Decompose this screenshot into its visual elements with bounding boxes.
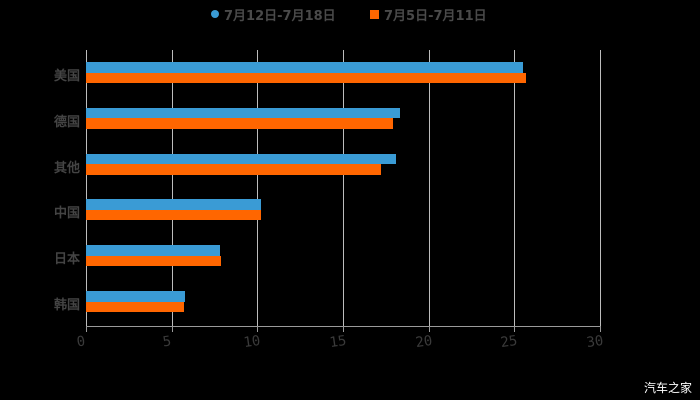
- bar-week1[interactable]: [86, 255, 222, 267]
- y-category-label: 其他: [53, 160, 80, 176]
- square-marker-icon: [370, 9, 379, 19]
- watermark: 汽车之家: [643, 381, 692, 395]
- gridline: [600, 50, 601, 326]
- x-tick: [171, 326, 173, 332]
- bar-week1[interactable]: [86, 72, 527, 83]
- y-category-label: 中国: [53, 206, 80, 222]
- circle-marker-icon: [211, 10, 219, 18]
- bar-week1[interactable]: [86, 301, 184, 312]
- bar-week2[interactable]: [86, 245, 220, 256]
- bar-week2[interactable]: [86, 153, 397, 165]
- gridline: [343, 50, 344, 326]
- bar-week2[interactable]: [86, 291, 186, 302]
- legend-label: 7月5日-7月11日: [384, 8, 487, 24]
- x-tick: [514, 326, 516, 332]
- x-tick: [257, 326, 259, 332]
- gridline: [428, 50, 430, 326]
- gridline: [86, 50, 87, 326]
- x-tick-label: 20: [414, 332, 434, 352]
- gridline: [171, 50, 173, 326]
- x-tick: [428, 326, 430, 332]
- y-category-label: 日本: [53, 252, 80, 268]
- bar-week1[interactable]: [86, 209, 261, 221]
- x-tick: [343, 326, 344, 332]
- x-tick-label: 0: [75, 333, 87, 351]
- bar-week1[interactable]: [86, 118, 393, 129]
- x-tick-label: 15: [328, 332, 348, 352]
- legend-item-week1[interactable]: 7月5日-7月11日: [370, 4, 487, 24]
- x-tick-label: 10: [242, 332, 262, 352]
- y-category-label: 德国: [53, 114, 80, 130]
- x-tick-label: 25: [499, 332, 519, 352]
- bar-week2[interactable]: [86, 62, 523, 73]
- gridline: [257, 50, 259, 326]
- bar-week2[interactable]: [86, 107, 400, 119]
- x-tick-label: 30: [585, 332, 605, 352]
- x-tick: [86, 326, 87, 332]
- bar-week2[interactable]: [86, 199, 261, 210]
- legend-label: 7月12日-7月18日: [224, 8, 336, 24]
- bar-week1[interactable]: [86, 164, 381, 175]
- x-tick-label: 5: [161, 333, 172, 351]
- x-tick: [600, 326, 601, 332]
- y-category-label: 美国: [53, 69, 80, 84]
- x-axis: [86, 326, 601, 327]
- legend: 7月12日-7月18日 7月5日-7月11日: [0, 4, 700, 24]
- legend-item-week2[interactable]: 7月12日-7月18日: [211, 4, 336, 24]
- y-category-label: 韩国: [53, 298, 80, 313]
- gridline: [514, 50, 516, 326]
